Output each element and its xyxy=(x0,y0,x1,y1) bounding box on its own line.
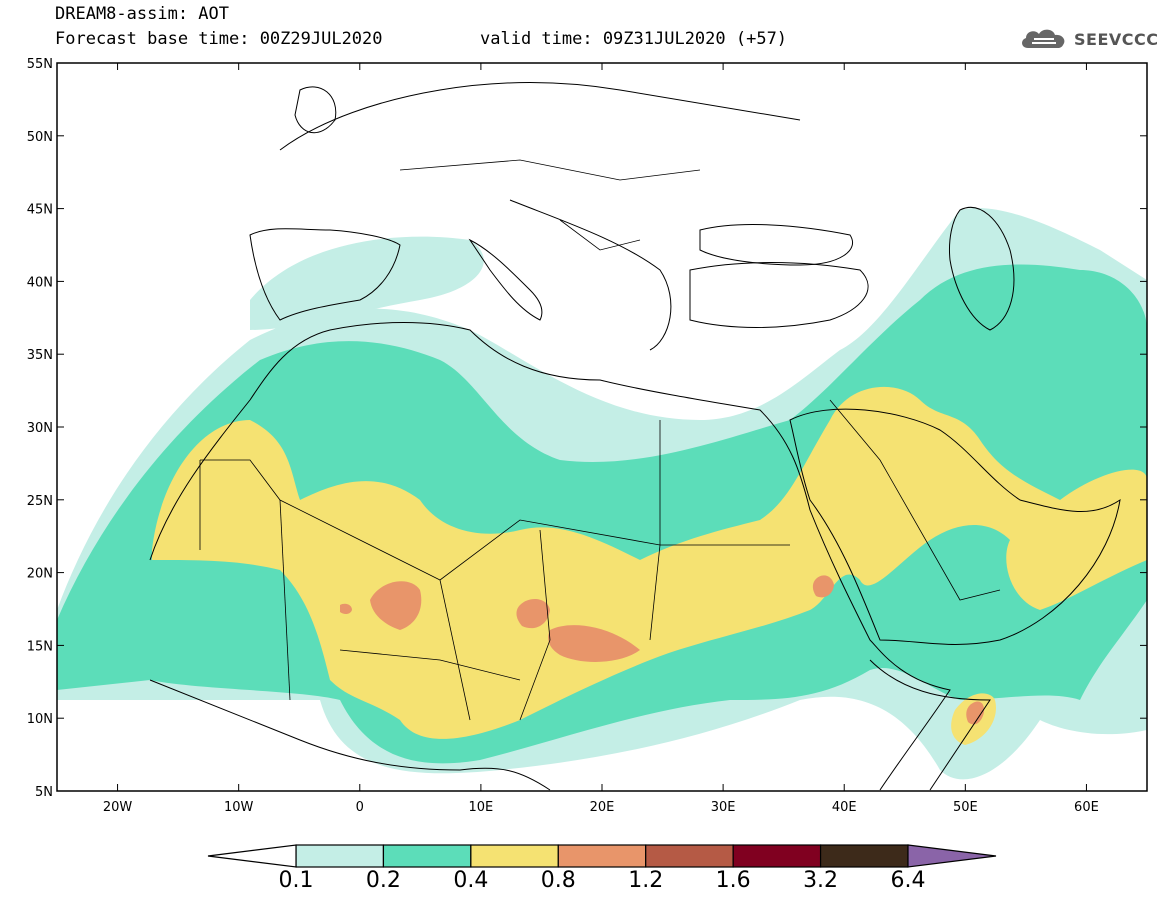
coast-anatolia xyxy=(689,262,869,328)
colorbar-label: 0.8 xyxy=(540,868,576,893)
coast-balkans xyxy=(509,199,672,351)
lon-tick-label: 10E xyxy=(469,800,494,815)
seevccc-logo: SEEVCCC xyxy=(1018,26,1159,52)
coast-gulf-guinea xyxy=(149,679,551,791)
colorbar-label: 0.2 xyxy=(365,868,401,893)
colorbar-swatch xyxy=(557,844,647,868)
lat-tick-label: 10N xyxy=(27,712,53,727)
lon-tick-label: 60E xyxy=(1074,800,1099,815)
colorbar-label: 3.2 xyxy=(803,868,839,893)
lat-tick-label: 45N xyxy=(27,203,53,218)
lon-tick-label: 20W xyxy=(103,800,133,815)
coast-caspian xyxy=(949,206,1015,331)
lon-tick-label: 20E xyxy=(590,800,615,815)
aot-band-0.8-e xyxy=(966,701,985,725)
lat-tick-label: 35N xyxy=(27,348,53,363)
lon-tick-label: 40E xyxy=(832,800,857,815)
aot-field xyxy=(57,208,1147,780)
coast-italy xyxy=(468,238,543,321)
lat-ticks: 55N 50N 45N 40N 35N 30N 25N 20N 15N 10N 5N xyxy=(27,57,1147,800)
colorbar-label: 1.6 xyxy=(715,868,751,893)
aot-band-0.8-b xyxy=(548,625,640,662)
coast-uk xyxy=(294,86,337,134)
colorbar-swatch xyxy=(645,844,734,868)
coast-europe-north xyxy=(279,82,801,151)
colorbar-label: 1.2 xyxy=(628,868,664,893)
lon-tick-label: 10W xyxy=(224,800,254,815)
colorbar-swatch xyxy=(819,844,909,868)
lat-tick-label: 30N xyxy=(27,421,53,436)
aot-band-0.8-a xyxy=(370,581,422,630)
colorbar-label: 0.4 xyxy=(453,868,489,893)
map-title: DREAM8-assim: AOT xyxy=(55,4,229,24)
aot-band-0.8-c xyxy=(516,598,550,629)
colorbar-swatch xyxy=(732,844,822,868)
colorbar-over-arrow xyxy=(907,844,997,868)
lon-tick-label: 0 xyxy=(356,800,364,815)
colorbar-label: 6.4 xyxy=(890,868,926,893)
aot-band-0.8-d xyxy=(812,575,834,598)
lon-tick-label: 50E xyxy=(953,800,978,815)
lon-tick-label: 30E xyxy=(711,800,736,815)
coast-iberia xyxy=(249,228,401,321)
colorbar-under-arrow xyxy=(207,844,297,868)
coastlines xyxy=(149,82,1121,791)
lat-tick-label: 15N xyxy=(27,639,53,654)
lon-ticks: 20W 10W 0 10E 20E 30E 40E 50E 60E xyxy=(103,63,1099,815)
borders xyxy=(199,159,1001,721)
valid-time: valid time: 09Z31JUL2020 (+57) xyxy=(480,29,788,49)
colorbar-label: 0.1 xyxy=(278,868,314,893)
cloud-icon xyxy=(1022,29,1065,48)
lat-tick-label: 50N xyxy=(27,130,53,145)
colorbar-swatch xyxy=(470,844,559,868)
lat-tick-label: 20N xyxy=(27,567,53,582)
forecast-base-time: Forecast base time: 00Z29JUL2020 xyxy=(55,29,383,49)
coast-arabia xyxy=(789,408,1121,645)
logo-text: SEEVCCC xyxy=(1074,29,1159,49)
aot-band-0.4 xyxy=(152,386,1147,739)
lat-tick-label: 25N xyxy=(27,494,53,509)
coast-blacksea xyxy=(699,224,853,266)
coast-africa-north xyxy=(149,322,951,791)
lat-tick-label: 40N xyxy=(27,275,53,290)
coast-horn xyxy=(869,659,991,791)
lat-tick-label: 5N xyxy=(35,785,53,800)
lat-tick-label: 55N xyxy=(27,57,53,72)
aot-band-0.8-f xyxy=(340,603,352,615)
aot-band-0.1-spain xyxy=(250,236,484,330)
colorbar-swatch xyxy=(295,844,385,868)
colorbar-swatch xyxy=(382,844,472,868)
